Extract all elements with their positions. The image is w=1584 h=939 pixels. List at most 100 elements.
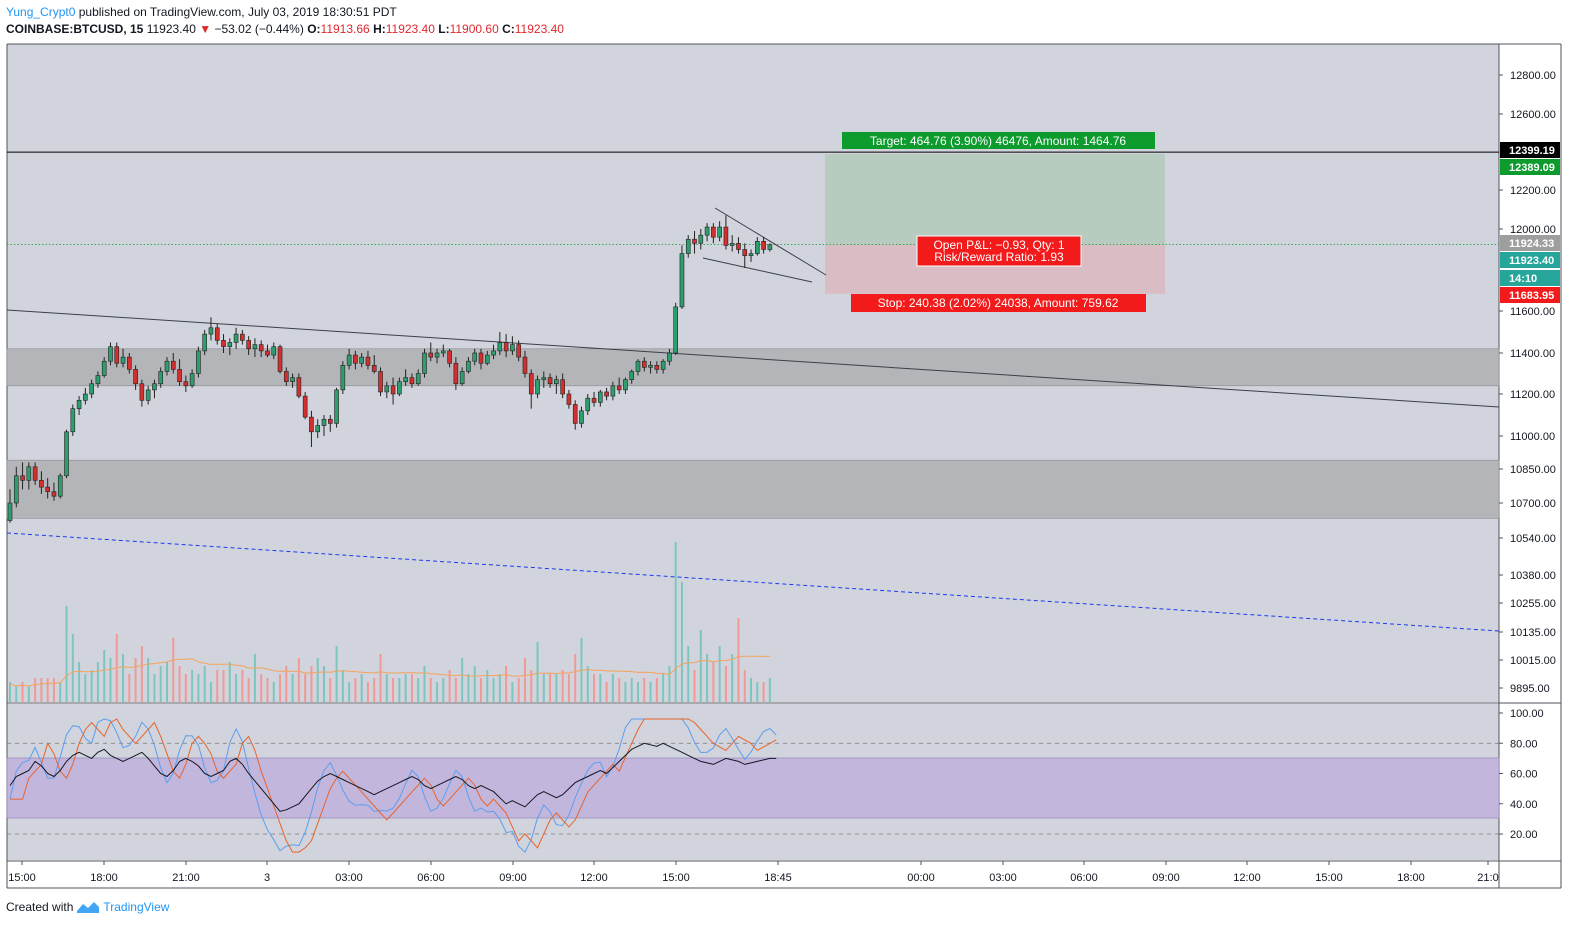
volume-bar [674, 542, 677, 702]
candle-body [265, 350, 270, 356]
price-tick-label: 9895.00 [1510, 683, 1550, 695]
time-tick-label: 15:00 [1315, 872, 1343, 884]
candle-body [579, 410, 584, 424]
candle-body [83, 393, 88, 401]
price-tick-label: 10850.00 [1510, 464, 1556, 476]
volume-bar [454, 678, 457, 702]
candle-body [346, 354, 352, 366]
price-label-bg [1500, 270, 1560, 286]
volume-bar [505, 666, 508, 702]
volume-bar [706, 654, 709, 702]
candle-body [177, 369, 182, 382]
candle-body [616, 385, 622, 391]
stoch-d-line [10, 718, 777, 853]
volume-bar [222, 670, 225, 702]
candle-body [384, 385, 390, 393]
volume-bar [27, 686, 30, 702]
rsi-tick-label: 20.00 [1510, 829, 1538, 841]
candle-body [327, 418, 333, 424]
volume-bar [448, 670, 451, 702]
candle-body [95, 375, 101, 385]
volume-bar [536, 642, 539, 702]
time-tick-label: 06:00 [1070, 872, 1098, 884]
volume-bar [517, 678, 520, 702]
volume-bar [743, 670, 746, 702]
candle-body [252, 344, 258, 350]
volume-bar [172, 638, 175, 702]
candle-body [120, 356, 126, 364]
volume-bar [140, 646, 143, 702]
volume-bar [15, 686, 18, 702]
candle-body [227, 342, 233, 347]
volume-bar [34, 678, 37, 702]
sr-zone [6, 459, 1500, 519]
target-label: Target: 464.76 (3.90%) 46476, Amount: 14… [842, 132, 1155, 149]
volume-bar [586, 666, 589, 702]
candle-body [685, 238, 691, 254]
candle-body [660, 360, 666, 370]
volume-bar [65, 606, 68, 702]
candle-body [641, 360, 647, 368]
volume-bar [643, 678, 646, 702]
candle-body [164, 360, 170, 372]
volume-bar [128, 674, 131, 702]
volume-bar [410, 674, 413, 702]
price-tick-label: 11000.00 [1510, 431, 1555, 443]
volume-bar [599, 674, 602, 702]
candle-body [704, 226, 710, 236]
time-tick-label: 03:00 [989, 872, 1017, 884]
candle-body [755, 241, 760, 254]
volume-bar [492, 678, 495, 702]
volume-bar [253, 654, 256, 702]
volume-bar [178, 666, 181, 702]
rsi-tick-label: 80.00 [1510, 738, 1538, 750]
symbol-label[interactable]: COINBASE:BTCUSD, 15 [6, 22, 144, 36]
volume-bar [153, 674, 156, 702]
price-tick-label: 11200.00 [1510, 389, 1555, 401]
time-tick-label: 15:00 [662, 872, 690, 884]
price-tick-label: 10540.00 [1510, 533, 1556, 545]
volume-bar [209, 682, 212, 702]
price-axis-bg [1499, 44, 1561, 888]
time-tick-label: 09:00 [1152, 872, 1180, 884]
volume-bar [373, 678, 376, 702]
volume-bar [442, 678, 445, 702]
time-tick-label: 00:00 [907, 872, 935, 884]
volume-bar [285, 666, 288, 702]
volume-bar [649, 682, 652, 702]
tradingview-brand-link[interactable]: TradingView [103, 900, 170, 914]
candle-body [196, 350, 201, 374]
time-tick-label: 21:0 [1477, 872, 1498, 884]
candle-body [315, 425, 321, 433]
volume-bar [379, 654, 382, 702]
candle-body [635, 360, 641, 372]
candle-body [723, 226, 729, 246]
volume-bar [768, 678, 771, 702]
candle-body [284, 371, 289, 383]
volume-bar [637, 682, 639, 702]
volume-bar [78, 662, 81, 702]
author-link[interactable]: Yung_Crypt0 [6, 5, 76, 19]
volume-bar [392, 678, 395, 702]
candle-body [604, 391, 609, 397]
rsi-line [9, 742, 777, 812]
volume-bar [279, 674, 282, 702]
price-label-bg [1500, 142, 1560, 158]
candle-body [472, 352, 478, 362]
volume-bar [461, 658, 464, 702]
time-tick-label: 21:00 [172, 872, 200, 884]
volume-bar [530, 670, 533, 702]
candle-body [89, 383, 94, 395]
candle-body [101, 360, 107, 376]
candle-body [240, 333, 245, 341]
candle-body [491, 350, 496, 356]
candle-body [623, 379, 628, 391]
candle-body [478, 352, 484, 364]
candle-body [767, 244, 773, 250]
stop-label: Stop: 240.38 (2.02%) 24038, Amount: 759.… [851, 294, 1146, 312]
volume-bar [341, 670, 344, 702]
candle-body [309, 416, 314, 433]
candle-body [258, 344, 264, 352]
